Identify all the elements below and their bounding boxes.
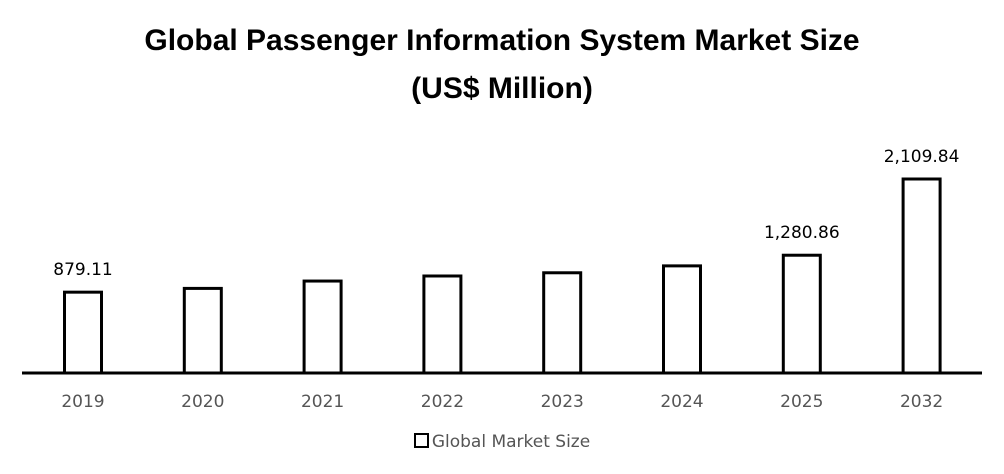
x-tick-label-2020: 2020	[181, 392, 224, 412]
data-label-2032: 2,109.84	[884, 147, 960, 167]
data-label-2019: 879.11	[53, 260, 112, 280]
data-label-2025: 1,280.86	[764, 223, 840, 243]
legend-swatch	[413, 433, 429, 448]
x-tick-label-2024: 2024	[660, 392, 703, 412]
legend-label: Global Market Size	[431, 432, 591, 452]
chart-title-line1: Global Passenger Information System Mark…	[144, 24, 860, 57]
x-tick-label-2032: 2032	[900, 392, 943, 412]
x-tick-label-2022: 2022	[421, 392, 464, 412]
x-tick-label-2025: 2025	[780, 392, 823, 412]
bar-2019	[63, 290, 103, 375]
bar-2024	[662, 264, 702, 375]
chart-title-line2: (US$ Million)	[411, 72, 593, 105]
bar-2021	[302, 279, 343, 375]
x-tick-label-2021: 2021	[301, 392, 344, 412]
bar-2020	[182, 286, 223, 375]
bar-2032	[901, 177, 942, 375]
legend: Global Market Size	[0, 432, 1004, 452]
bar-2023	[542, 271, 583, 375]
x-tick-label-2019: 2019	[61, 392, 104, 412]
bar-2022	[422, 274, 463, 375]
bar-2025	[781, 253, 822, 375]
x-tick-label-2023: 2023	[541, 392, 584, 412]
